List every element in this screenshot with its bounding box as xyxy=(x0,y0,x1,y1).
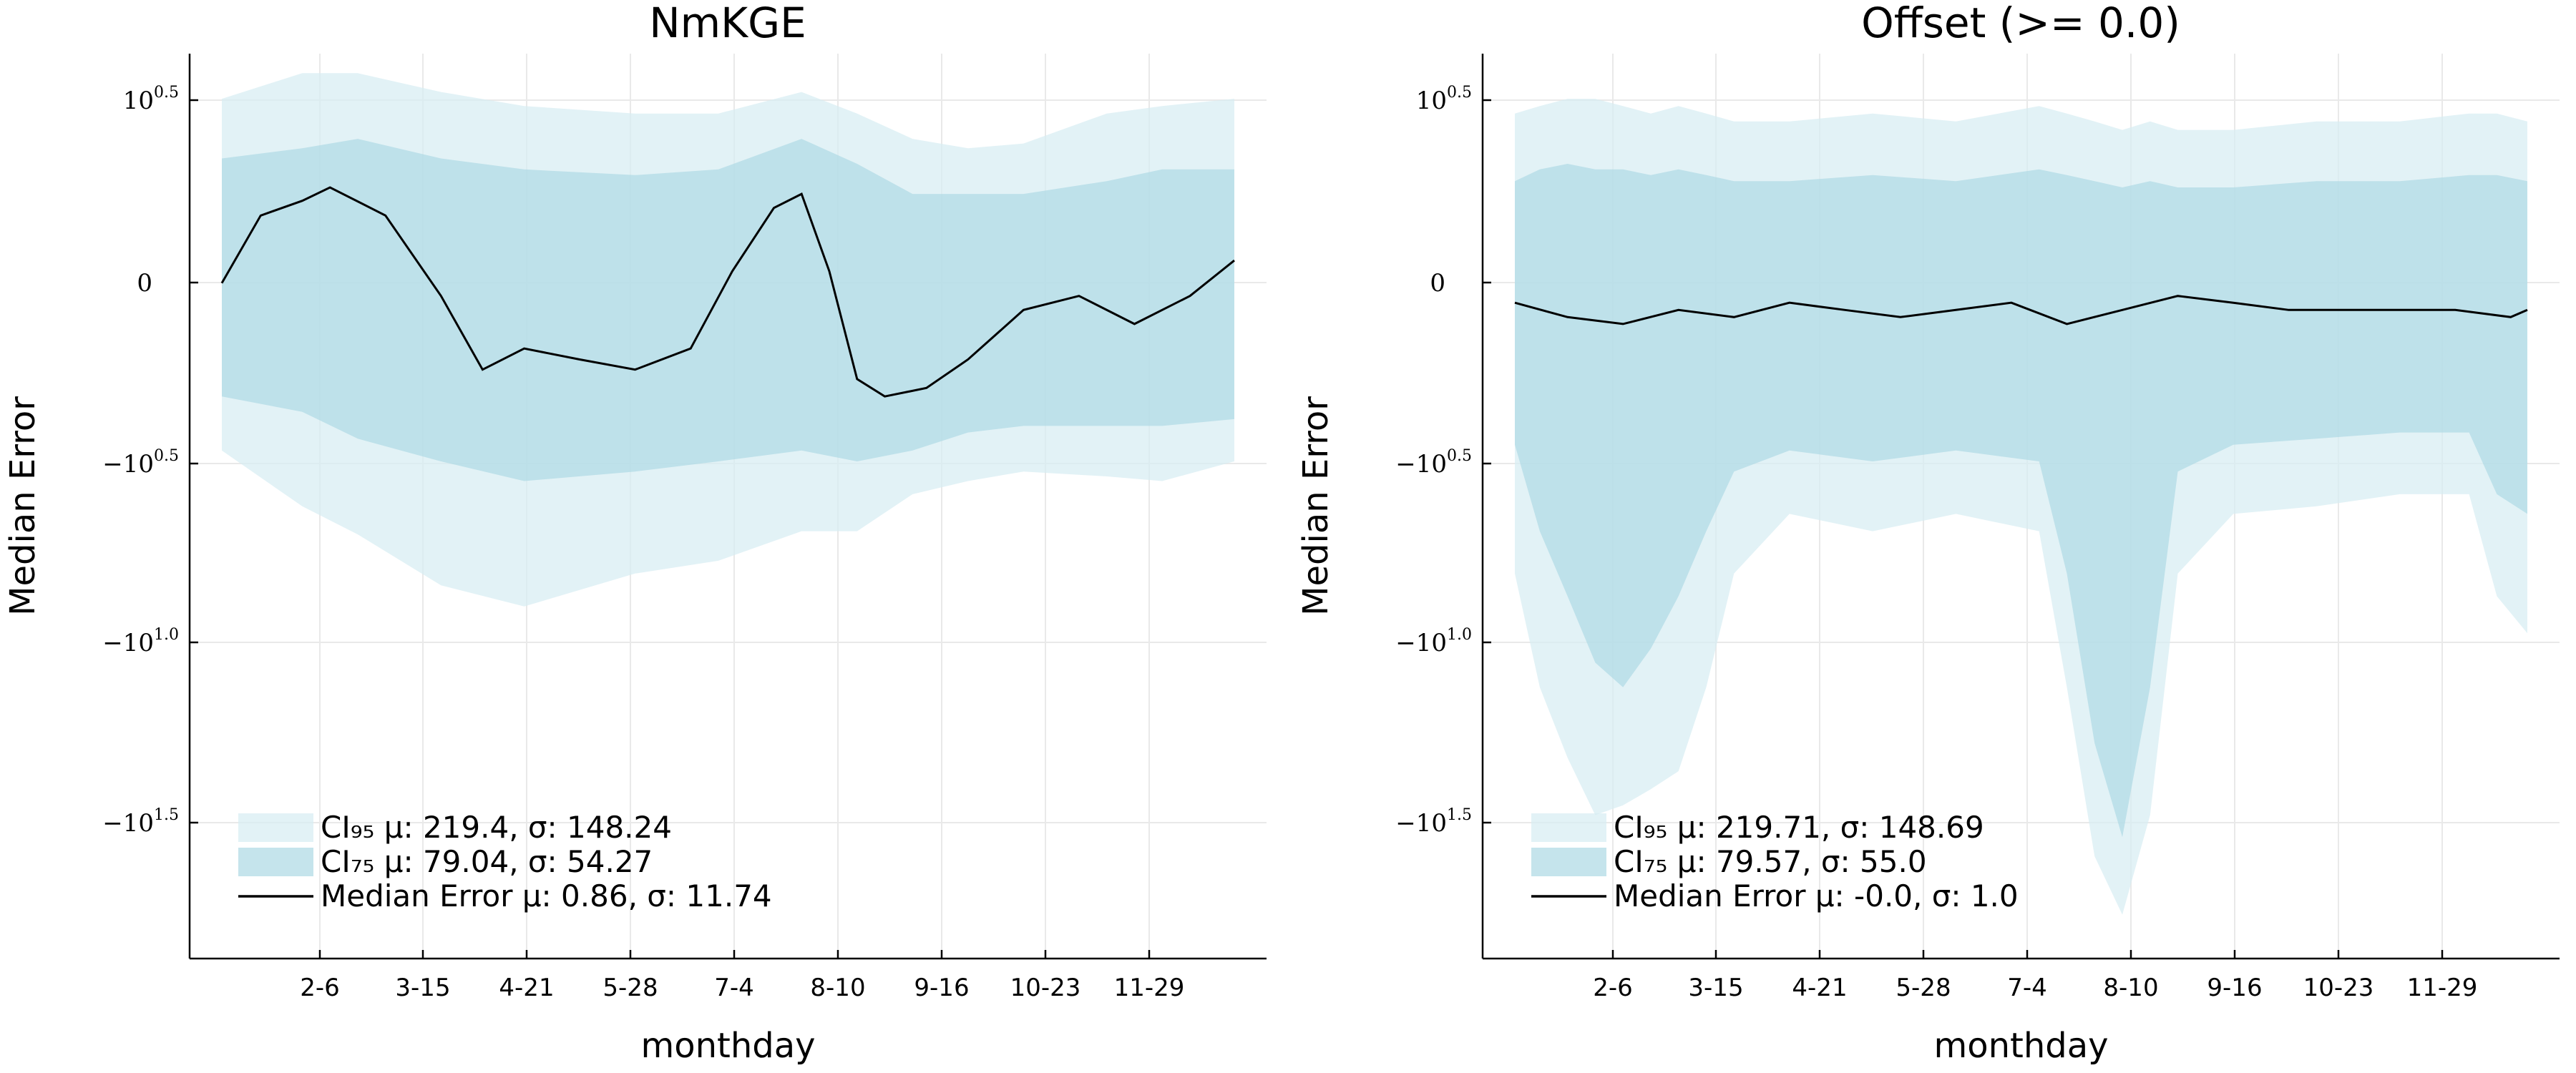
x-tick-label: 3-15 xyxy=(1688,974,1743,1002)
x-tick-label: 10-23 xyxy=(2303,974,2374,1002)
x-tick-label: 3-15 xyxy=(395,974,450,1002)
legend-label: CI₇₅ μ: 79.57, σ: 55.0 xyxy=(1614,844,1927,879)
y-tick-label: −100.5 xyxy=(102,447,179,479)
legend-label: Median Error μ: 0.86, σ: 11.74 xyxy=(321,878,772,913)
y-tick-label: 100.5 xyxy=(123,84,179,115)
y-tick-label: 100.5 xyxy=(1416,84,1472,115)
ci75-band xyxy=(222,139,1234,481)
y-tick-label: −101.5 xyxy=(1395,806,1472,838)
legend-label: CI₇₅ μ: 79.04, σ: 54.27 xyxy=(321,844,653,879)
x-tick-label: 5-28 xyxy=(1896,974,1951,1002)
legend-swatch-ci95-band xyxy=(238,813,313,842)
x-tick-label: 4-21 xyxy=(499,974,554,1002)
x-tick-label: 11-29 xyxy=(2407,974,2478,1002)
x-tick-label: 5-28 xyxy=(602,974,658,1002)
x-tick-label: 9-16 xyxy=(914,974,969,1002)
ci75-band xyxy=(1515,164,2527,838)
legend-label: CI₉₅ μ: 219.71, σ: 148.69 xyxy=(1614,810,1984,845)
x-tick-label: 11-29 xyxy=(1114,974,1185,1002)
y-tick-label: 0 xyxy=(137,269,152,298)
x-tick-label: 4-21 xyxy=(1792,974,1847,1002)
x-axis-label: monthday xyxy=(1933,1026,2108,1066)
x-tick-label: 10-23 xyxy=(1010,974,1081,1002)
legend-swatch-ci75-band xyxy=(1531,848,1606,876)
x-axis-label: monthday xyxy=(640,1026,815,1066)
chart-title: NmKGE xyxy=(649,0,806,47)
x-tick-label: 8-10 xyxy=(2103,974,2158,1002)
y-tick-label: −101.0 xyxy=(1395,626,1472,657)
x-tick-label: 7-4 xyxy=(714,974,754,1002)
median-error-line xyxy=(1514,295,2528,325)
y-axis-label: Median Error xyxy=(1296,396,1336,616)
legend-swatch-ci75-band xyxy=(238,848,313,876)
chart-panel-nmkge: 2-6 3-15 4-21 5-28 7-4 8-10 9-16 10-23 11-29 100.… xyxy=(3,0,1267,1066)
y-tick-label: −101.0 xyxy=(102,626,179,657)
y-tick-label: −101.5 xyxy=(102,806,179,838)
x-tick-label: 8-10 xyxy=(810,974,865,1002)
legend-label: CI₉₅ μ: 219.4, σ: 148.24 xyxy=(321,810,672,845)
x-tick-label: 2-6 xyxy=(300,974,340,1002)
x-tick-label: 7-4 xyxy=(2007,974,2047,1002)
legend-swatch-ci95-band xyxy=(1531,813,1606,842)
y-tick-label: 0 xyxy=(1430,269,1445,298)
x-tick-label: 2-6 xyxy=(1593,974,1633,1002)
median-error-line xyxy=(220,186,1235,398)
y-axis-label: Median Error xyxy=(3,396,43,616)
legend-label: Median Error μ: -0.0, σ: 1.0 xyxy=(1614,878,2019,913)
y-tick-label: −100.5 xyxy=(1395,447,1472,479)
chart-panel-offset: 2-6 3-15 4-21 5-28 7-4 8-10 9-16 10-23 11-29 100.… xyxy=(1296,0,2560,1066)
chart-title: Offset (>= 0.0) xyxy=(1861,0,2180,47)
x-tick-label: 9-16 xyxy=(2207,974,2262,1002)
